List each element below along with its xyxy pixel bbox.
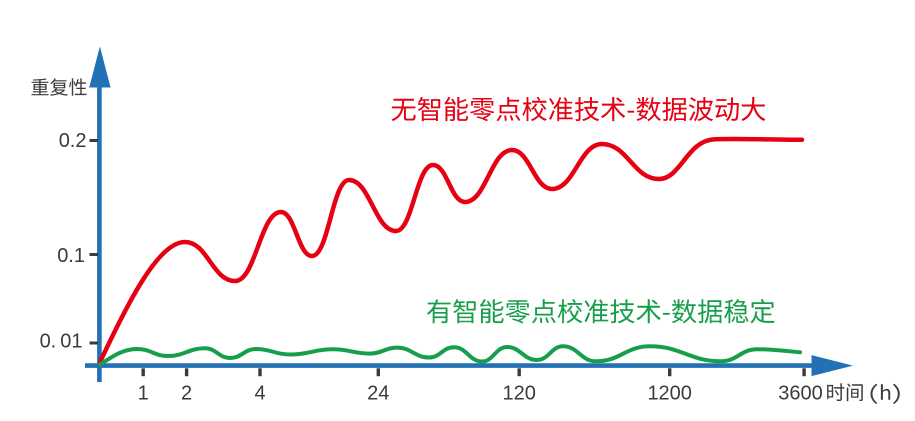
svg-text:2: 2: [181, 383, 192, 405]
svg-text:1: 1: [138, 383, 149, 405]
svg-text:4: 4: [254, 383, 265, 405]
svg-text:120: 120: [503, 383, 536, 405]
svg-text:0.2: 0.2: [59, 130, 87, 152]
svg-text:1200: 1200: [647, 383, 692, 405]
svg-text:24: 24: [367, 383, 389, 405]
svg-text:3600: 3600: [778, 383, 823, 405]
svg-text:0.1: 0.1: [57, 245, 85, 267]
svg-text:0. 01: 0. 01: [40, 331, 83, 353]
